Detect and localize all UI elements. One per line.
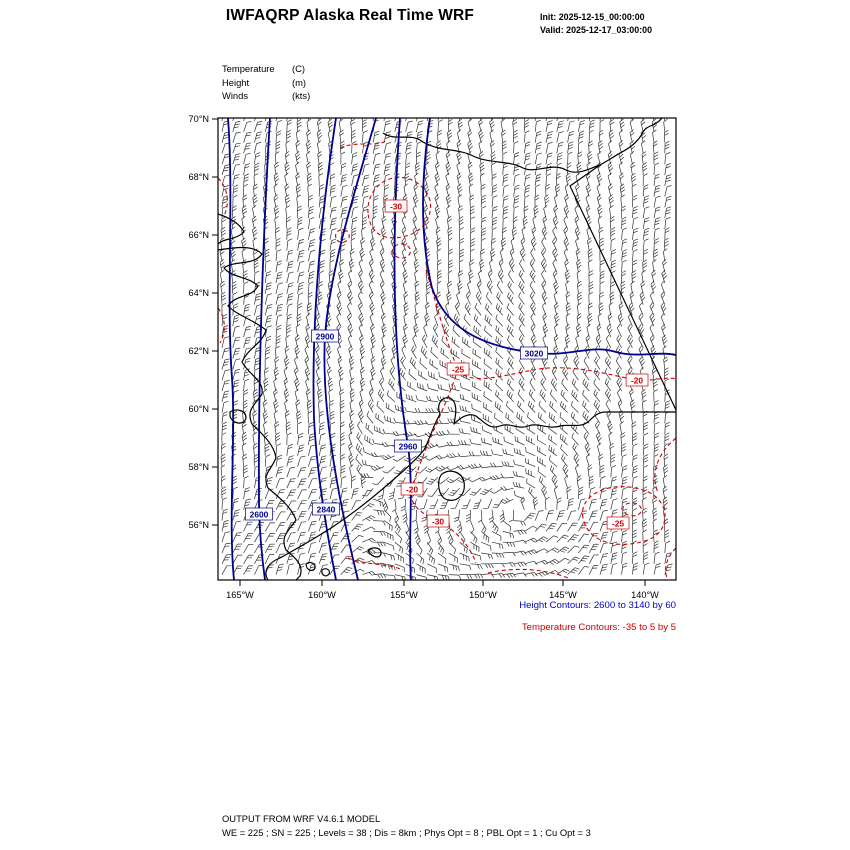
y-axis-tick-label: 68°N	[188, 172, 209, 182]
legend-field-name: Winds	[222, 90, 249, 102]
plot-border	[217, 117, 677, 581]
model-footer: OUTPUT FROM WRF V4.6.1 MODEL WE = 225 ; …	[222, 812, 591, 840]
legend-row-height: Height (m)	[222, 76, 310, 90]
svg-text:2840: 2840	[317, 504, 336, 514]
contour-label: 2840	[312, 502, 340, 516]
temperature-contours	[218, 139, 676, 580]
valid-time: Valid: 2025-12-17_03:00:00	[540, 25, 652, 36]
contour-label: 3020	[520, 346, 548, 360]
svg-text:2600: 2600	[250, 509, 269, 519]
x-axis-tick-label: 160°W	[308, 590, 336, 600]
legend-field-unit: (m)	[292, 76, 307, 88]
svg-text:-20: -20	[406, 484, 418, 494]
coastline	[218, 118, 676, 580]
x-axis-tick-label: 140°W	[631, 590, 659, 600]
wind-barb-field	[219, 118, 673, 580]
x-axis-tick-label: 150°W	[469, 590, 497, 600]
legend-field-name: Height	[222, 76, 250, 88]
map-svg: 70°N 68°N 66°N 64°N 62°N 60°N 58°N 56°N 165°W 160…	[188, 114, 677, 600]
legend-field-unit: (kts)	[292, 90, 311, 102]
x-axis-tick-label: 165°W	[226, 590, 254, 600]
y-axis-tick-label: 56°N	[188, 520, 209, 530]
field-legend: Temperature (C) Height (m) Winds (kts)	[222, 62, 310, 103]
legend-field-unit: (C)	[292, 63, 306, 74]
footer-model-line: OUTPUT FROM WRF V4.6.1 MODEL	[222, 813, 381, 824]
legend-field-name: Temperature	[222, 63, 275, 74]
height-contours-caption: Height Contours: 2600 to 3140 by 60	[519, 600, 676, 611]
contour-label: 2960	[394, 439, 422, 453]
y-axis-tick-label: 62°N	[188, 346, 209, 356]
temperature-contours-caption: Temperature Contours: -35 to 5 by 5	[521, 622, 676, 633]
page-title: IWFAQRP Alaska Real Time WRF	[225, 7, 475, 24]
init-time: Init: 2025-12-15_00:00:00	[540, 12, 645, 22]
svg-text:-30: -30	[432, 516, 444, 526]
contour-label: -30	[384, 199, 408, 213]
map-plot: 70°N 68°N 66°N 64°N 62°N 60°N 58°N 56°N 165°W 160…	[170, 110, 690, 612]
contour-label: 2900	[311, 329, 339, 343]
contour-label: -20	[625, 373, 649, 387]
y-axis-tick-label: 70°N	[188, 114, 209, 124]
svg-text:3020: 3020	[525, 348, 544, 358]
y-axis-tick-label: 64°N	[188, 288, 209, 298]
contour-label: -20	[400, 482, 424, 496]
footer-config-line: WE = 225 ; SN = 225 ; Levels = 38 ; Dis …	[222, 827, 591, 839]
svg-text:-30: -30	[390, 201, 402, 211]
svg-text:-25: -25	[612, 518, 624, 528]
y-axis-tick-label: 60°N	[188, 404, 209, 414]
svg-text:2900: 2900	[316, 331, 335, 341]
legend-row-winds: Winds (kts)	[222, 89, 310, 103]
legend-row-temperature: Temperature (C)	[222, 62, 310, 76]
x-axis-tick-label: 145°W	[549, 590, 577, 600]
contour-label: -30	[426, 514, 450, 528]
contour-label: -25	[606, 516, 630, 530]
svg-text:-20: -20	[631, 375, 643, 385]
contour-label: -25	[446, 362, 470, 376]
contour-label: 2600	[245, 507, 273, 521]
y-axis-tick-label: 66°N	[188, 230, 209, 240]
run-info: Init: 2025-12-15_00:00:00 Valid: 2025-12…	[540, 11, 652, 38]
svg-text:-25: -25	[452, 364, 464, 374]
svg-text:2960: 2960	[399, 441, 418, 451]
y-axis-tick-label: 58°N	[188, 462, 209, 472]
x-axis-tick-label: 155°W	[390, 590, 418, 600]
